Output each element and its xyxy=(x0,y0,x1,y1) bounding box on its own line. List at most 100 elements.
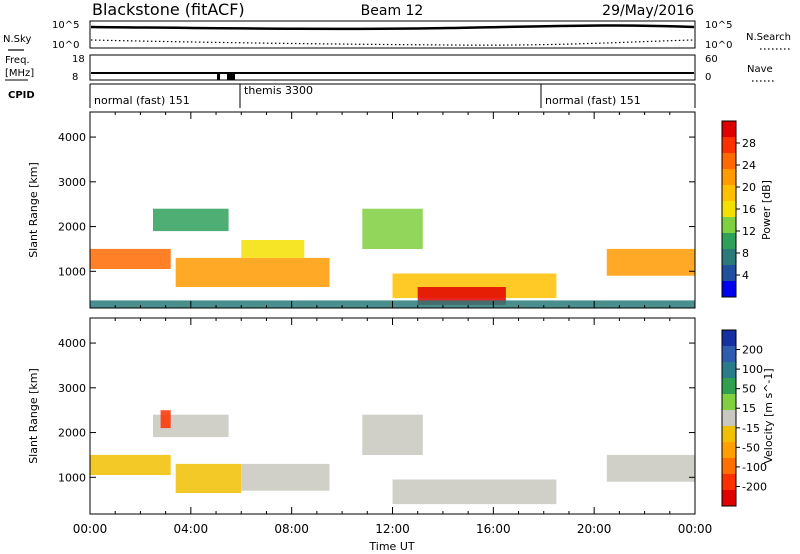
power-panel: 1000 2000 3000 4000 Slant Range [km] xyxy=(27,111,696,309)
freq-tick-low: 8 xyxy=(72,72,78,83)
power-ylabel: Slant Range [km] xyxy=(27,162,40,258)
freq-tick-high: 18 xyxy=(72,54,85,65)
power-colorbar-swatch-3 xyxy=(722,169,736,186)
freq-unit: [MHz] xyxy=(5,68,34,79)
time-tick-label-2: 08:00 xyxy=(274,522,309,536)
velocity-colorbar-ticks: 200 100 50 15 -15 -50 -100 -200 xyxy=(736,344,767,493)
beam-title: Beam 12 xyxy=(361,3,424,19)
velocity-echo-region-7 xyxy=(160,410,171,429)
nave-tick-high: 60 xyxy=(705,54,718,65)
nave-label: Nave xyxy=(747,64,773,75)
nsearch-tick-low: 10^0 xyxy=(705,40,732,51)
power-colorbar-swatch-10 xyxy=(722,281,736,298)
power-ytick-label-1: 2000 xyxy=(58,221,86,234)
cpid-band: CPID normal (fast) 151 themis 3300 norma… xyxy=(8,83,696,108)
power-ytick-label-0: 1000 xyxy=(58,265,86,278)
velocity-colorbar-swatch-6 xyxy=(722,426,736,443)
velocity-colorbar-tick-label-4: -15 xyxy=(742,422,760,435)
power-colorbar-swatch-7 xyxy=(722,233,736,250)
velocity-echo-region-4 xyxy=(362,414,423,455)
velocity-colorbar-swatch-9 xyxy=(722,474,736,491)
power-colorbar-swatch-2 xyxy=(722,153,736,170)
velocity-ytick-label-0: 1000 xyxy=(58,471,86,484)
velocity-colorbar-tick-label-6: -100 xyxy=(742,461,767,474)
time-tick-label-6: 00:00 xyxy=(678,522,713,536)
power-colorbar-tick-label-2: 20 xyxy=(742,181,756,194)
nsearch-label: N.Search xyxy=(746,32,791,43)
velocity-colorbar-frame xyxy=(721,329,737,507)
cpid-segment-3: normal (fast) 151 xyxy=(545,94,641,107)
time-tick-label-5: 20:00 xyxy=(577,522,612,536)
time-axis-title: Time UT xyxy=(368,540,414,553)
radar-title: Blackstone (fitACF) xyxy=(92,0,245,19)
power-colorbar-ticks: 28 24 20 16 12 8 4 xyxy=(736,137,756,282)
freq-label: Freq. xyxy=(5,55,30,66)
velocity-colorbar-swatch-4 xyxy=(722,394,736,411)
power-colorbar-swatch-4 xyxy=(722,185,736,202)
power-echo-region-0 xyxy=(90,248,171,269)
power-echo-region-4 xyxy=(362,208,423,249)
velocity-colorbar-swatch-8 xyxy=(722,458,736,475)
velocity-echo-layer xyxy=(90,410,695,505)
power-colorbar-tick-label-4: 12 xyxy=(742,225,756,238)
power-colorbar-swatch-1 xyxy=(722,137,736,154)
power-colorbar: 28 24 20 16 12 8 4 Power [dB] xyxy=(721,120,773,298)
velocity-colorbar-tick-label-7: -200 xyxy=(742,480,767,493)
velocity-echo-region-6 xyxy=(606,454,695,482)
nsearch-trace xyxy=(90,39,695,46)
velocity-echo-region-5 xyxy=(392,479,557,505)
power-colorbar-swatch-8 xyxy=(722,249,736,266)
velocity-colorbar: 200 100 50 15 -15 -50 -100 -200 Velocity [m s^-… xyxy=(721,329,775,507)
power-colorbar-tick-label-6: 4 xyxy=(742,269,749,282)
nsky-panel: N.Sky 10^5 10^0 10^5 10^0 N.Search xyxy=(3,20,791,51)
date-title: 29/May/2016 xyxy=(602,3,694,19)
velocity-ytick-label-2: 3000 xyxy=(58,382,86,395)
velocity-x-ticks xyxy=(89,318,696,514)
velocity-colorbar-swatches xyxy=(722,330,736,507)
velocity-colorbar-tick-label-3: 15 xyxy=(742,402,756,415)
cpid-segment-1: normal (fast) 151 xyxy=(94,94,190,107)
power-colorbar-tick-label-1: 24 xyxy=(742,159,756,172)
velocity-colorbar-tick-label-5: -50 xyxy=(742,441,760,454)
power-colorbar-swatch-9 xyxy=(722,265,736,282)
time-tick-label-1: 04:00 xyxy=(174,522,209,536)
power-ytick-label-2: 3000 xyxy=(58,176,86,189)
velocity-ytick-label-3: 4000 xyxy=(58,337,86,350)
velocity-ytick-label-1: 2000 xyxy=(58,427,86,440)
velocity-colorbar-swatch-7 xyxy=(722,442,736,459)
power-colorbar-swatch-6 xyxy=(722,217,736,234)
freq-frame xyxy=(89,54,696,81)
velocity-echo-region-2 xyxy=(241,463,330,491)
nsky-tick-high: 10^5 xyxy=(52,20,79,31)
velocity-colorbar-tick-label-1: 100 xyxy=(742,363,763,376)
time-tick-label-0: 00:00 xyxy=(73,522,108,536)
power-ytick-label-3: 4000 xyxy=(58,131,86,144)
velocity-colorbar-swatch-1 xyxy=(722,346,736,363)
power-colorbar-label: Power [dB] xyxy=(760,180,773,240)
freq-panel: Freq. [MHz] 18 8 60 0 Nave xyxy=(5,54,775,83)
velocity-panel: 1000 2000 3000 4000 Slant Range [km] xyxy=(27,317,696,515)
power-colorbar-swatch-5 xyxy=(722,201,736,218)
velocity-echo-region-1 xyxy=(175,463,242,493)
power-echo-region-2 xyxy=(175,257,330,287)
power-echo-region-7 xyxy=(606,248,695,276)
nsky-frame xyxy=(89,20,696,49)
velocity-colorbar-swatch-2 xyxy=(722,362,736,379)
time-tick-label-4: 16:00 xyxy=(476,522,511,536)
velocity-colorbar-swatch-0 xyxy=(722,330,736,347)
power-colorbar-tick-label-0: 28 xyxy=(742,137,756,150)
velocity-colorbar-swatch-10 xyxy=(722,490,736,507)
power-echo-region-3 xyxy=(241,240,305,258)
velocity-y-ticks: 1000 2000 3000 4000 xyxy=(58,337,695,484)
time-tick-label-3: 12:00 xyxy=(375,522,410,536)
power-colorbar-tick-label-3: 16 xyxy=(742,203,756,216)
velocity-echo-region-3 xyxy=(153,414,229,438)
velocity-ylabel: Slant Range [km] xyxy=(27,368,40,464)
velocity-colorbar-tick-label-2: 50 xyxy=(742,383,756,396)
nsky-tick-low: 10^0 xyxy=(52,40,79,51)
nsky-label: N.Sky xyxy=(3,34,31,45)
freq-gap-2 xyxy=(227,73,235,80)
power-colorbar-tick-label-5: 8 xyxy=(742,247,749,260)
velocity-colorbar-swatch-5 xyxy=(722,410,736,427)
